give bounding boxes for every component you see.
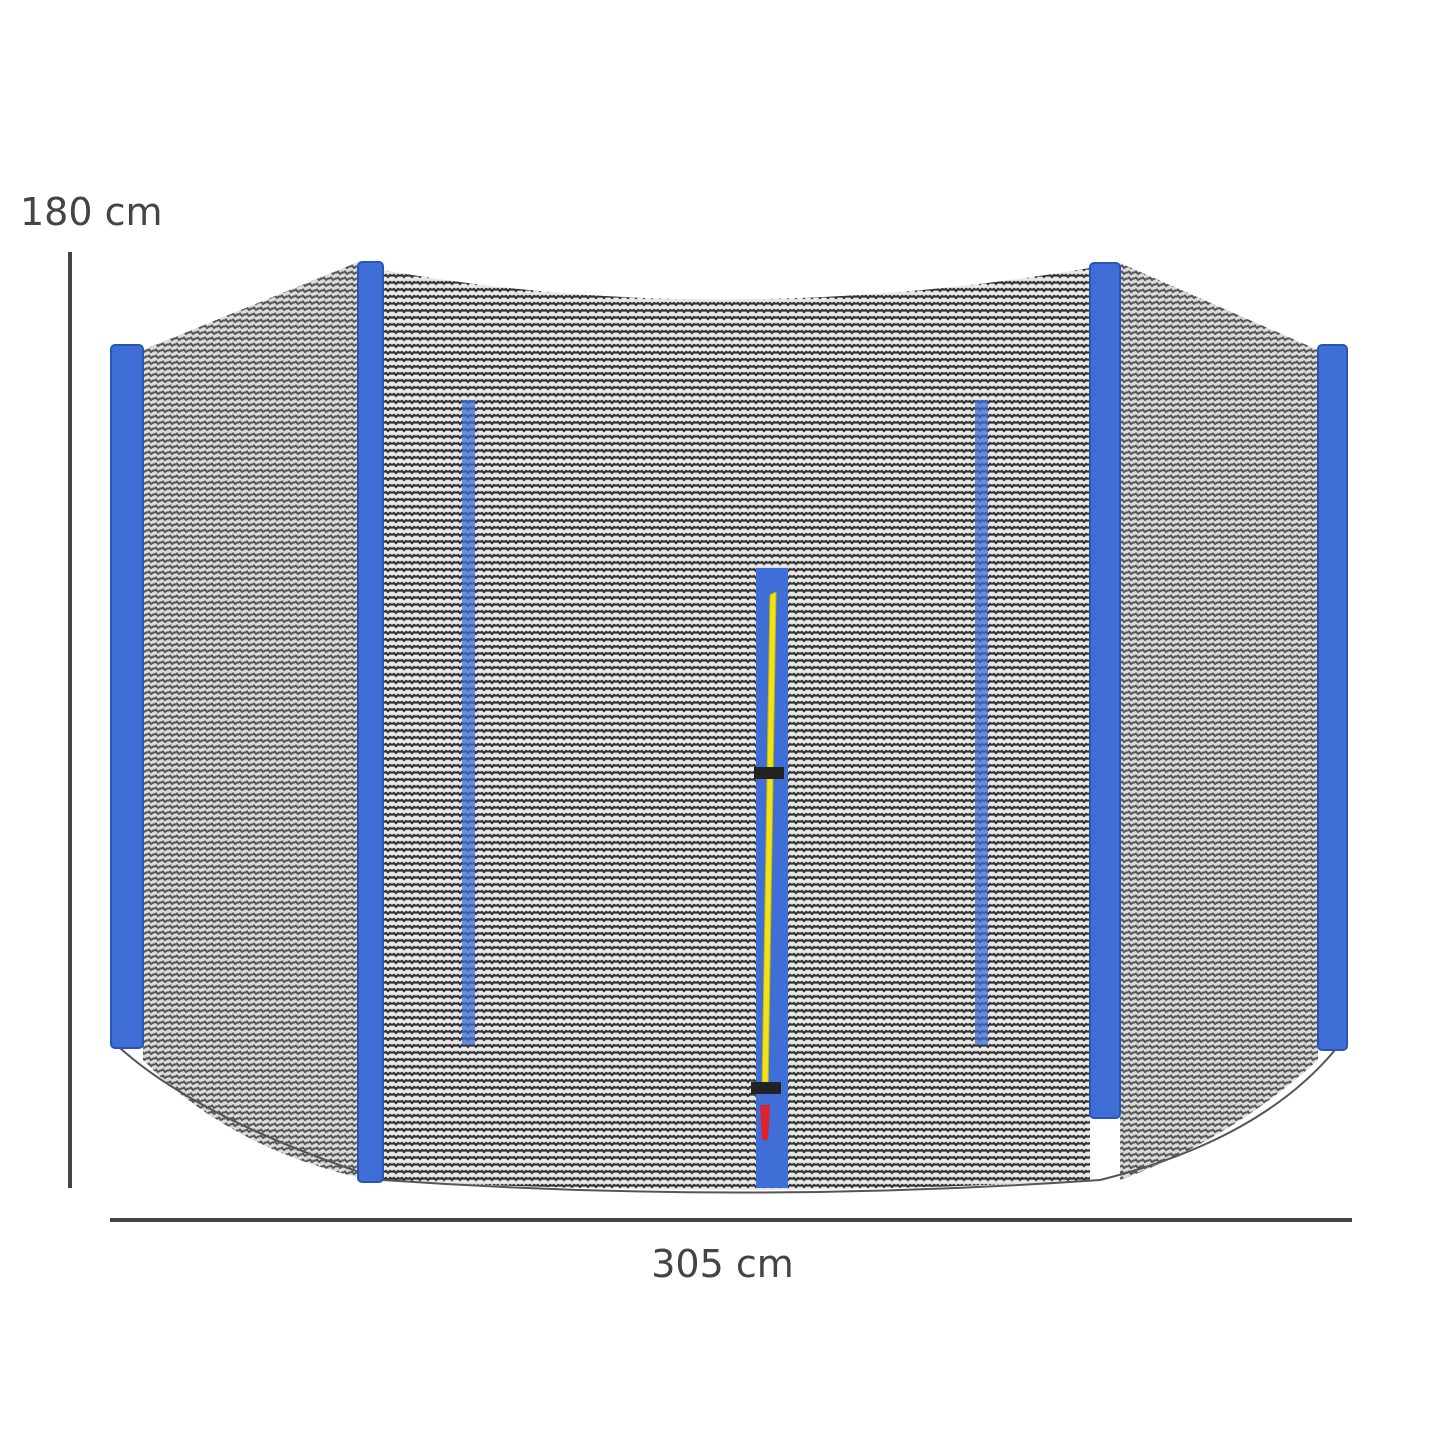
net-left-panel (143, 262, 370, 1180)
net-back-panel (383, 268, 1090, 1190)
height-label: 180 cm (20, 190, 163, 234)
zipper (751, 568, 788, 1188)
back-pole-left (462, 400, 475, 1045)
net-bottom-edge (119, 1047, 1336, 1194)
net-right-panel (1120, 263, 1318, 1180)
pole-left-outer (110, 344, 144, 1049)
pole-right-inner (1089, 262, 1121, 1119)
back-pole-right (975, 400, 988, 1045)
pole-right-outer (1317, 344, 1348, 1051)
pole-left-inner (357, 261, 384, 1183)
width-label: 305 cm (651, 1242, 794, 1286)
